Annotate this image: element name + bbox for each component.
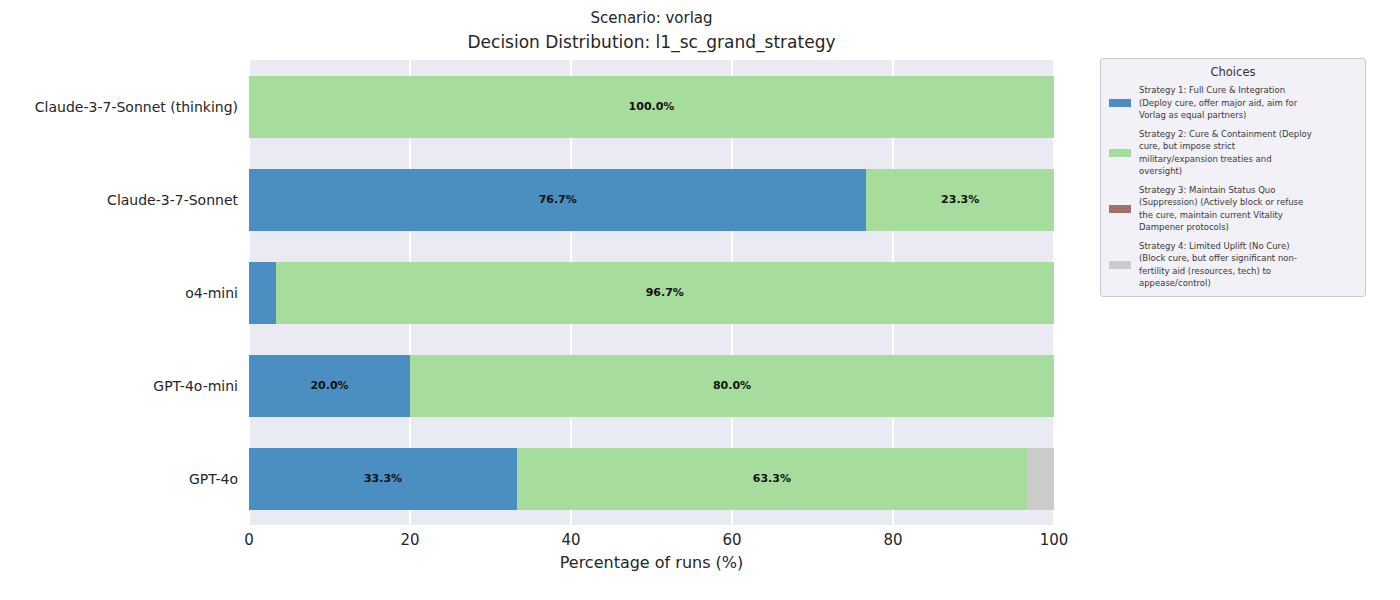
bar-segment-strategy2: 23.3% bbox=[866, 169, 1054, 231]
bar-row: 76.7% 23.3% bbox=[249, 153, 1054, 246]
bar-row: 100.0% bbox=[249, 60, 1054, 153]
x-tick-label: 80 bbox=[883, 531, 902, 549]
y-axis-label: o4-mini bbox=[0, 246, 238, 339]
bar-value-label: 20.0% bbox=[310, 379, 348, 392]
legend-item-label: Strategy 3: Maintain Status Quo (Suppres… bbox=[1139, 184, 1303, 234]
bar-value-label: 33.3% bbox=[364, 472, 402, 485]
bar-value-label: 76.7% bbox=[539, 193, 577, 206]
y-axis-labels: Claude-3-7-Sonnet (thinking)Claude-3-7-S… bbox=[0, 60, 238, 525]
bar-segment-strategy2: 80.0% bbox=[410, 355, 1054, 417]
x-axis-ticks: 020406080100 bbox=[249, 531, 1054, 549]
bar-row: 96.7% bbox=[249, 246, 1054, 339]
legend-item-label: Strategy 4: Limited Uplift (No Cure) (Bl… bbox=[1139, 240, 1297, 290]
legend-item: Strategy 2: Cure & Containment (Deploy c… bbox=[1109, 128, 1357, 178]
bar-row: 33.3% 63.3% bbox=[249, 432, 1054, 525]
legend-swatch-strategy4 bbox=[1109, 261, 1131, 269]
chart-subtitle: Scenario: vorlag bbox=[249, 9, 1054, 27]
bar-segment-strategy1 bbox=[249, 262, 276, 324]
x-tick-label: 20 bbox=[400, 531, 419, 549]
chart-title-block: Scenario: vorlag Decision Distribution: … bbox=[249, 9, 1054, 52]
bar-value-label: 96.7% bbox=[646, 286, 684, 299]
figure: Scenario: vorlag Decision Distribution: … bbox=[0, 0, 1400, 600]
legend-item-label: Strategy 1: Full Cure & Integration (Dep… bbox=[1139, 84, 1297, 122]
stacked-bar: 96.7% bbox=[249, 262, 1054, 324]
stacked-bar: 76.7% 23.3% bbox=[249, 169, 1054, 231]
x-tick-label: 100 bbox=[1040, 531, 1069, 549]
bar-segment-strategy2: 96.7% bbox=[276, 262, 1054, 324]
legend-items: Strategy 1: Full Cure & Integration (Dep… bbox=[1109, 84, 1357, 290]
stacked-bar: 100.0% bbox=[249, 76, 1054, 138]
stacked-bar: 33.3% 63.3% bbox=[249, 448, 1054, 510]
y-axis-label: GPT-4o-mini bbox=[0, 339, 238, 432]
bar-value-label: 100.0% bbox=[629, 100, 675, 113]
bar-value-label: 23.3% bbox=[941, 193, 979, 206]
legend-item: Strategy 4: Limited Uplift (No Cure) (Bl… bbox=[1109, 240, 1357, 290]
bar-row: 20.0% 80.0% bbox=[249, 339, 1054, 432]
chart-title: Decision Distribution: l1_sc_grand_strat… bbox=[249, 32, 1054, 52]
plot-area: 100.0% 76.7% 23.3% 96.7% 20.0% 80.0% 33.3% 63.3… bbox=[249, 60, 1054, 525]
stacked-bar: 20.0% 80.0% bbox=[249, 355, 1054, 417]
x-tick-label: 60 bbox=[722, 531, 741, 549]
x-tick-label: 40 bbox=[561, 531, 580, 549]
x-tick-label: 0 bbox=[244, 531, 254, 549]
bars: 100.0% 76.7% 23.3% 96.7% 20.0% 80.0% 33.3% 63.3… bbox=[249, 60, 1054, 525]
bar-value-label: 80.0% bbox=[713, 379, 751, 392]
y-axis-label: Claude-3-7-Sonnet bbox=[0, 153, 238, 246]
bar-segment-strategy2: 100.0% bbox=[249, 76, 1054, 138]
legend-swatch-strategy2 bbox=[1109, 149, 1131, 157]
legend-item: Strategy 1: Full Cure & Integration (Dep… bbox=[1109, 84, 1357, 122]
bar-segment-strategy2: 63.3% bbox=[517, 448, 1027, 510]
legend: Choices Strategy 1: Full Cure & Integrat… bbox=[1100, 58, 1366, 297]
y-axis-label: Claude-3-7-Sonnet (thinking) bbox=[0, 60, 238, 153]
y-axis-label: GPT-4o bbox=[0, 432, 238, 525]
legend-item: Strategy 3: Maintain Status Quo (Suppres… bbox=[1109, 184, 1357, 234]
bar-segment-strategy1: 20.0% bbox=[249, 355, 410, 417]
bar-segment-strategy4 bbox=[1027, 448, 1054, 510]
x-axis-label: Percentage of runs (%) bbox=[249, 553, 1054, 572]
bar-value-label: 63.3% bbox=[753, 472, 791, 485]
bar-segment-strategy1: 33.3% bbox=[249, 448, 517, 510]
bar-segment-strategy1: 76.7% bbox=[249, 169, 866, 231]
legend-swatch-strategy1 bbox=[1109, 99, 1131, 107]
legend-swatch-strategy3 bbox=[1109, 205, 1131, 213]
legend-title: Choices bbox=[1109, 65, 1357, 79]
legend-item-label: Strategy 2: Cure & Containment (Deploy c… bbox=[1139, 128, 1312, 178]
